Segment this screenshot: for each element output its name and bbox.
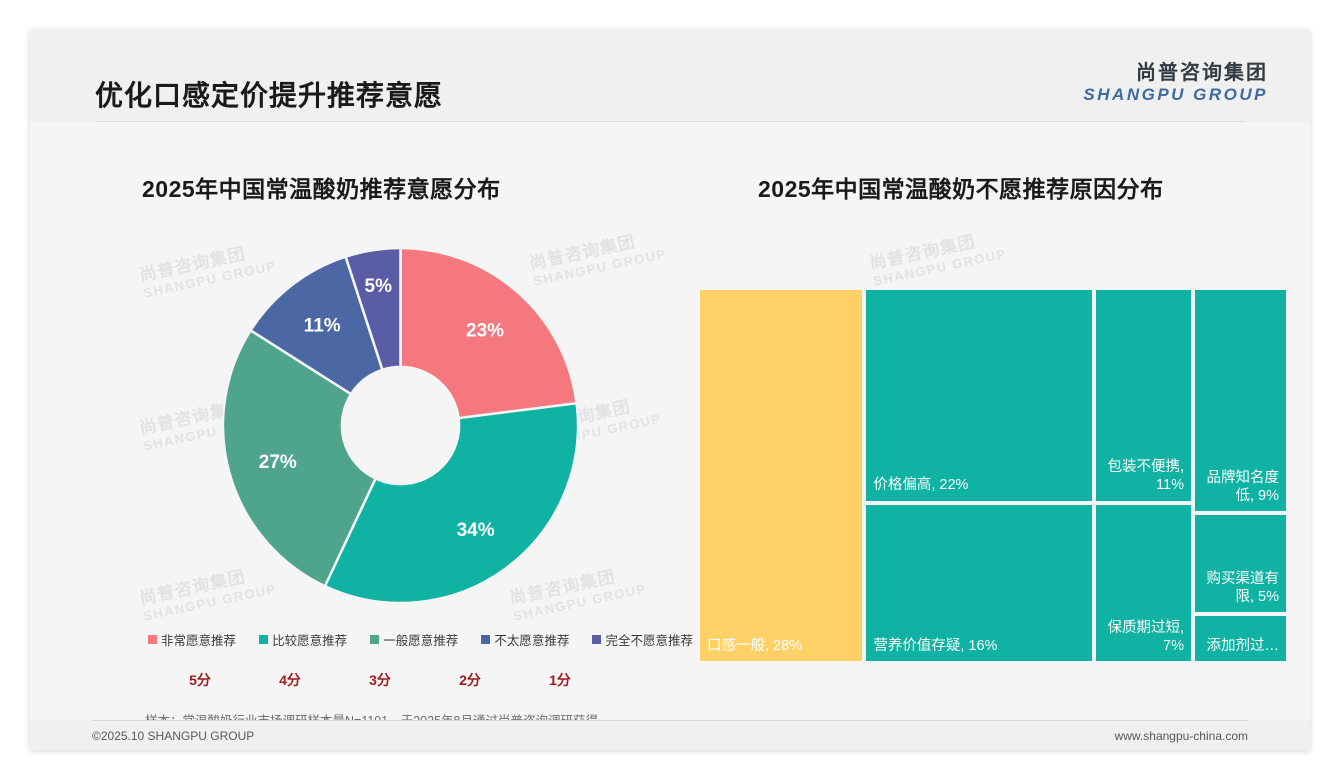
slide-canvas: 优化口感定价提升推荐意愿 尚普咨询集团 SHANGPU GROUP 尚普咨询集团… bbox=[30, 30, 1310, 750]
donut-svg: 23% 34% 27% 11% 5% bbox=[223, 248, 578, 603]
donut-slice[interactable] bbox=[399, 248, 578, 420]
legend-swatch-icon bbox=[592, 635, 602, 644]
treemap-cell-label: 包装不便携, 11% bbox=[1107, 459, 1184, 494]
score-label: 3分 bbox=[369, 672, 391, 688]
donut-slice-label: 11% bbox=[304, 316, 341, 337]
donut-slice-label: 27% bbox=[259, 452, 297, 473]
treemap-cell[interactable]: 营养价值存疑, 16% bbox=[864, 502, 1095, 663]
treemap-cell[interactable]: 价格偏高, 22% bbox=[864, 288, 1095, 503]
legend-item-label: 不太愿意推荐 bbox=[494, 634, 570, 648]
copyright-text: ©2025.10 SHANGPU GROUP bbox=[92, 729, 255, 743]
legend-item-label: 完全不愿意推荐 bbox=[605, 634, 693, 648]
treemap-cell-label: 购买渠道有限, 5% bbox=[1206, 571, 1279, 606]
donut-slice[interactable] bbox=[223, 328, 378, 588]
donut-slice[interactable] bbox=[323, 401, 578, 603]
legend-item[interactable]: 比较愿意推荐 bbox=[259, 630, 347, 649]
score-scale-row: 5分 4分 3分 2分 1分 bbox=[170, 670, 590, 690]
legend-item[interactable]: 非常愿意推荐 bbox=[148, 630, 236, 649]
legend-item[interactable]: 不太愿意推荐 bbox=[481, 630, 569, 649]
treemap-cell-label: 添加剂过… bbox=[1206, 637, 1279, 654]
treemap-cell[interactable]: 添加剂过… bbox=[1193, 614, 1288, 663]
legend-swatch-icon bbox=[481, 635, 491, 644]
website-link[interactable]: www.shangpu-china.com bbox=[1114, 729, 1248, 743]
score-label: 5分 bbox=[189, 672, 211, 688]
treemap-cell-label: 价格偏高, 22% bbox=[873, 477, 969, 494]
legend-swatch-icon bbox=[370, 635, 380, 644]
treemap-cell[interactable]: 购买渠道有限, 5% bbox=[1193, 513, 1288, 615]
legend-swatch-icon bbox=[148, 635, 157, 644]
treemap-cell-label: 品牌知名度低, 9% bbox=[1206, 469, 1279, 504]
slide-header: 优化口感定价提升推荐意愿 尚普咨询集团 SHANGPU GROUP bbox=[30, 30, 1310, 122]
reasons-treemap-chart: 口感一般, 28% 价格偏高, 22% 营养价值存疑, 16% 包装不便携, 11% 保… bbox=[698, 288, 1288, 663]
left-chart-title: 2025年中国常温酸奶推荐意愿分布 bbox=[142, 176, 501, 202]
legend-swatch-icon bbox=[259, 635, 269, 644]
treemap-cell[interactable]: 包装不便携, 11% bbox=[1094, 288, 1193, 503]
right-chart-title: 2025年中国常温酸奶不愿推荐原因分布 bbox=[758, 176, 1164, 202]
donut-slice[interactable] bbox=[248, 255, 384, 396]
donut-slice[interactable] bbox=[344, 248, 402, 372]
legend-item-label: 一般愿意推荐 bbox=[383, 634, 459, 648]
slide-footer: ©2025.10 SHANGPU GROUP www.shangpu-china… bbox=[30, 721, 1310, 750]
legend-item[interactable]: 完全不愿意推荐 bbox=[592, 630, 693, 649]
donut-slice-label: 34% bbox=[457, 520, 495, 541]
donut-slice-label: 23% bbox=[466, 321, 504, 342]
header-divider bbox=[95, 121, 1245, 122]
treemap-cell-label: 口感一般, 28% bbox=[707, 637, 803, 654]
donut-slice-label: 5% bbox=[365, 276, 393, 297]
score-label: 4分 bbox=[279, 672, 301, 688]
score-label: 2分 bbox=[459, 672, 481, 688]
footer-divider bbox=[92, 720, 1248, 721]
treemap-cell[interactable]: 品牌知名度低, 9% bbox=[1193, 288, 1288, 513]
logo-chinese-text: 尚普咨询集团 bbox=[1136, 62, 1268, 84]
treemap-cell-label: 保质期过短, 7% bbox=[1107, 619, 1184, 654]
score-label: 1分 bbox=[549, 672, 571, 688]
legend-item[interactable]: 一般愿意推荐 bbox=[370, 630, 458, 649]
legend-item-label: 非常愿意推荐 bbox=[161, 634, 237, 648]
recommendation-donut-chart: 23% 34% 27% 11% 5% bbox=[223, 248, 578, 603]
donut-legend: 非常愿意推荐 比较愿意推荐 一般愿意推荐 不太愿意推荐 完全不愿意推荐 bbox=[148, 630, 693, 649]
legend-item-label: 比较愿意推荐 bbox=[272, 634, 348, 648]
logo-english-text: SHANGPU GROUP bbox=[1083, 85, 1268, 104]
treemap-cell-label: 营养价值存疑, 16% bbox=[873, 637, 998, 654]
treemap-cell[interactable]: 口感一般, 28% bbox=[698, 288, 865, 663]
brand-logo: 尚普咨询集团 SHANGPU GROUP bbox=[1083, 62, 1268, 105]
page-title: 优化口感定价提升推荐意愿 bbox=[95, 80, 444, 111]
treemap-cell[interactable]: 保质期过短, 7% bbox=[1094, 502, 1193, 663]
